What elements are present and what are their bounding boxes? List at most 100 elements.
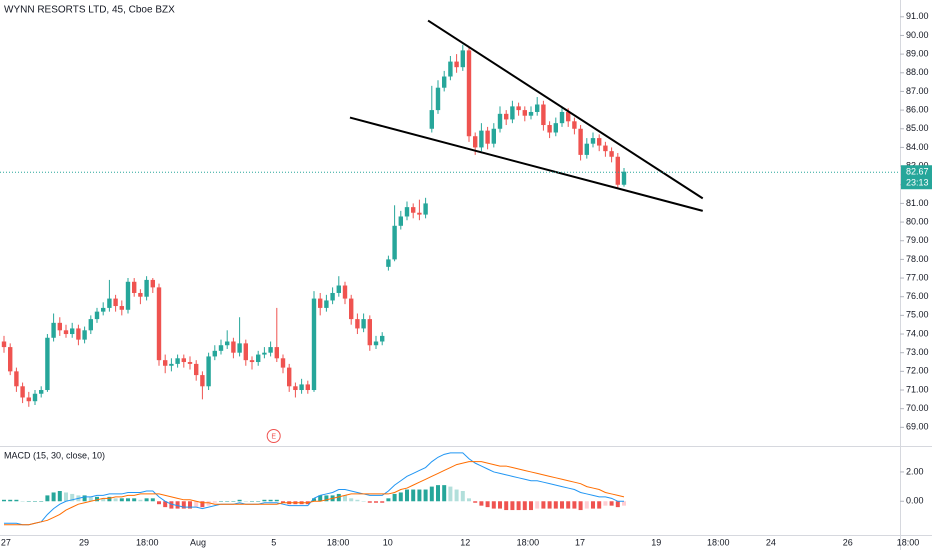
histogram-bar bbox=[95, 496, 99, 502]
y-tick-label: 2.00 bbox=[906, 466, 924, 476]
candle-body bbox=[63, 330, 69, 335]
y-tick-label: 85.00 bbox=[906, 123, 929, 133]
candle-body bbox=[138, 292, 143, 297]
macd-line bbox=[4, 452, 624, 526]
y-tick-label: 78.00 bbox=[906, 254, 929, 264]
candle-body bbox=[404, 207, 410, 217]
candle-body bbox=[473, 136, 478, 148]
candle-body bbox=[342, 285, 348, 299]
candle-body bbox=[367, 319, 372, 346]
candle-body bbox=[206, 356, 211, 387]
candle-body bbox=[522, 110, 527, 116]
y-tick-label: 72.00 bbox=[906, 366, 929, 376]
histogram-bar bbox=[467, 498, 471, 502]
earnings-label: E bbox=[271, 433, 276, 440]
candle-body bbox=[51, 322, 56, 338]
trendline bbox=[427, 19, 704, 200]
candle-body bbox=[442, 76, 447, 88]
histogram-bar bbox=[26, 501, 31, 502]
y-tick-label: 70.00 bbox=[906, 403, 929, 413]
histogram-bar bbox=[188, 501, 192, 509]
y-tick-label: 86.00 bbox=[906, 104, 929, 114]
histogram-bar bbox=[225, 501, 230, 502]
x-tick-label: 10 bbox=[383, 537, 393, 547]
candle-body bbox=[88, 319, 93, 331]
x-tick-label: 27 bbox=[1, 537, 11, 547]
candle-body bbox=[268, 347, 273, 353]
y-tick-label: 76.00 bbox=[906, 291, 929, 301]
x-tick-label: 18:00 bbox=[517, 537, 540, 547]
candle-body bbox=[355, 319, 360, 329]
candle-body bbox=[14, 371, 19, 387]
histogram-bar bbox=[256, 501, 261, 502]
candle-body bbox=[572, 121, 577, 129]
histogram-bar bbox=[498, 501, 502, 509]
histogram-bar bbox=[510, 501, 515, 511]
histogram-bar bbox=[398, 492, 403, 502]
candle-body bbox=[510, 106, 515, 120]
histogram-bar bbox=[274, 499, 279, 502]
histogram-bar bbox=[268, 499, 273, 502]
x-tick-label: 24 bbox=[766, 537, 776, 547]
candle-body bbox=[497, 113, 503, 129]
histogram-bar bbox=[367, 501, 372, 503]
earnings-marker bbox=[266, 429, 281, 443]
histogram-bar bbox=[479, 501, 484, 506]
candle-body bbox=[590, 138, 596, 144]
candle-body bbox=[187, 362, 193, 364]
histogram-bar bbox=[262, 499, 267, 502]
y-tick-label: 81.00 bbox=[906, 198, 929, 208]
histogram-bar bbox=[578, 501, 583, 511]
y-tick-label: 80.00 bbox=[906, 216, 929, 226]
candle-body bbox=[299, 384, 304, 391]
histogram-bar bbox=[88, 496, 93, 502]
candle-body bbox=[386, 259, 391, 267]
candle-body bbox=[218, 345, 224, 351]
histogram-bar bbox=[101, 498, 106, 502]
histogram-bar bbox=[522, 501, 527, 511]
countdown-label: 23:13 bbox=[906, 178, 929, 188]
histogram-bar bbox=[324, 495, 329, 502]
histogram-bar bbox=[33, 501, 37, 502]
candle-body bbox=[26, 397, 31, 402]
histogram-bar bbox=[163, 501, 168, 508]
candle-body bbox=[460, 50, 465, 68]
histogram-bar bbox=[113, 498, 118, 502]
candle-body bbox=[597, 138, 602, 146]
x-tick-label: Aug bbox=[190, 537, 206, 547]
y-tick-label: 84.00 bbox=[906, 142, 929, 152]
histogram-bar bbox=[405, 489, 409, 502]
candle-body bbox=[94, 311, 100, 320]
histogram-bar bbox=[45, 495, 50, 502]
candle-body bbox=[547, 125, 552, 133]
histogram-bar bbox=[615, 501, 620, 508]
histogram-bar bbox=[181, 501, 186, 509]
candle-body bbox=[39, 390, 44, 394]
candle-body bbox=[504, 113, 509, 120]
histogram-bar bbox=[107, 496, 112, 502]
candle-body bbox=[392, 225, 397, 260]
candle-body bbox=[8, 347, 13, 372]
histogram-bar bbox=[485, 501, 490, 508]
y-tick-label: 79.00 bbox=[906, 235, 929, 245]
histogram-bar bbox=[560, 501, 564, 509]
histogram-bar bbox=[572, 501, 577, 509]
candle-body bbox=[150, 279, 155, 288]
x-tick-label: 26 bbox=[843, 537, 853, 547]
candle-body bbox=[429, 110, 434, 129]
x-tick-label: 29 bbox=[79, 537, 89, 547]
histogram-bar bbox=[491, 501, 496, 509]
histogram-bar bbox=[200, 501, 205, 508]
candle-body bbox=[615, 156, 620, 185]
histogram-bar bbox=[349, 498, 354, 502]
histogram-bar bbox=[343, 495, 347, 502]
histogram-bar bbox=[622, 501, 626, 506]
histogram-bar bbox=[591, 501, 595, 509]
histogram-bar bbox=[541, 501, 546, 509]
candle-body bbox=[163, 360, 168, 366]
histogram-bar bbox=[20, 501, 25, 502]
candle-body bbox=[119, 306, 124, 310]
histogram-bar bbox=[361, 501, 366, 502]
x-tick-label: 18:00 bbox=[707, 537, 730, 547]
y-tick-label: 71.00 bbox=[906, 384, 929, 394]
